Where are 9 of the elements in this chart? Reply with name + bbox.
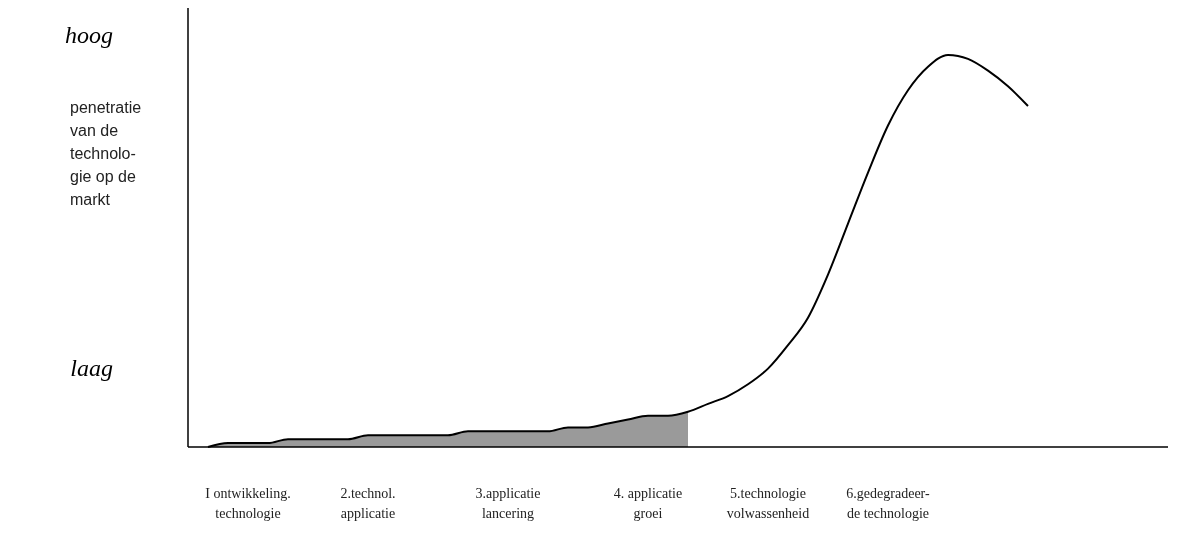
text: hoog [65, 22, 113, 49]
x-tick-label: 6.gedegradeer- de technologie [846, 486, 930, 521]
y-axis-title: penetratie van de technolo- gie op de markt [70, 99, 142, 208]
text: laag [70, 355, 113, 382]
x-tick-label: 4. applicatie groei [613, 486, 683, 521]
x-tick-label: 2.technol. applicatie [340, 486, 396, 521]
x-tick-label: I ontwikkeling. technologie [205, 486, 291, 521]
x-tick-label: 5.technologie volwassenheid [726, 486, 810, 521]
x-tick-label: 3.applicatie lancering [475, 486, 541, 521]
